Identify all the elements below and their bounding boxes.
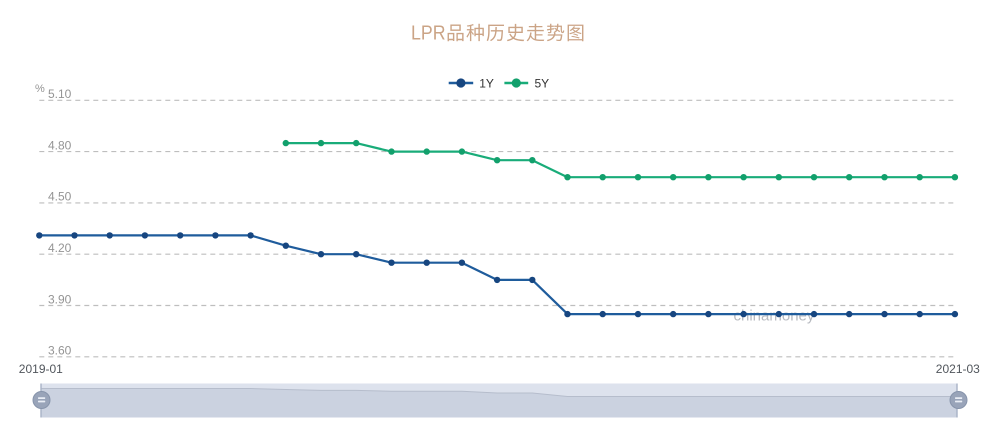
svg-text:chinamoney: chinamoney <box>734 308 815 325</box>
svg-text:2019-01: 2019-01 <box>19 362 63 376</box>
svg-text:%: % <box>35 83 45 95</box>
svg-text:4.50: 4.50 <box>48 190 72 204</box>
svg-text:4.80: 4.80 <box>48 138 72 152</box>
svg-text:4.20: 4.20 <box>48 241 72 255</box>
svg-text:5.10: 5.10 <box>48 87 72 101</box>
svg-text:1Y: 1Y <box>479 76 494 90</box>
svg-text:3.60: 3.60 <box>48 344 72 358</box>
svg-text:LPR: LPR <box>411 23 446 45</box>
svg-text:5Y: 5Y <box>535 76 550 90</box>
svg-text:2021-03: 2021-03 <box>936 362 980 376</box>
svg-text:3.90: 3.90 <box>48 292 72 306</box>
